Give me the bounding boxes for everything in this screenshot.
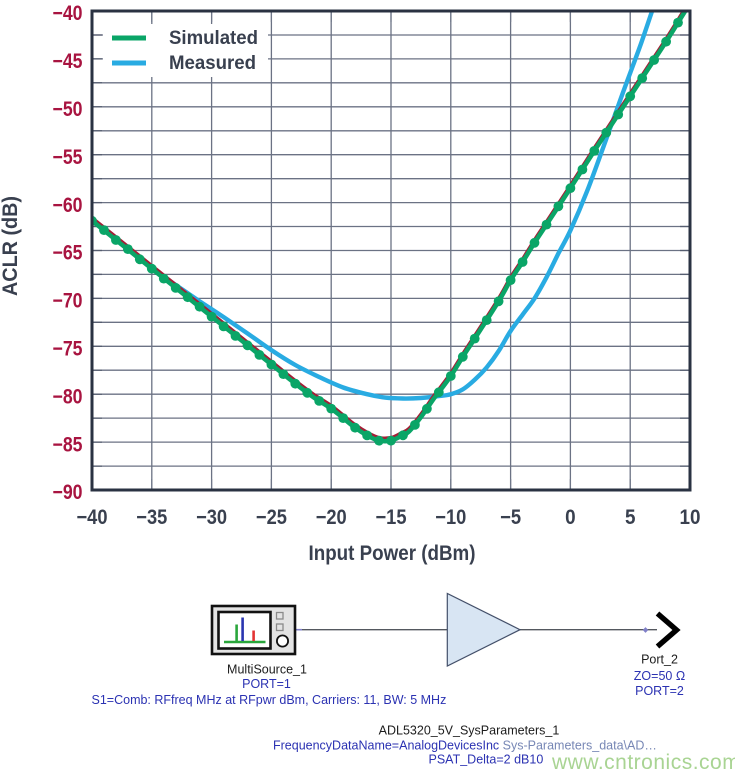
- svg-text:−25: −25: [256, 506, 287, 529]
- svg-text:−70: −70: [53, 290, 83, 313]
- svg-text:−20: −20: [316, 506, 347, 529]
- svg-text:FrequencyDataName=AnalogDevice: FrequencyDataName=AnalogDevicesInc Sys-P…: [273, 739, 657, 753]
- svg-text:PORT=2: PORT=2: [635, 684, 684, 698]
- svg-text:−55: −55: [53, 146, 83, 169]
- svg-text:−85: −85: [53, 433, 83, 456]
- svg-text:−35: −35: [136, 506, 167, 529]
- svg-text:ADL5320_5V_SysParameters_1: ADL5320_5V_SysParameters_1: [379, 724, 560, 738]
- svg-text:www.cntronics.com: www.cntronics.com: [551, 751, 735, 774]
- svg-text:Measured: Measured: [169, 53, 256, 74]
- svg-text:0: 0: [565, 506, 576, 529]
- svg-text:−50: −50: [53, 98, 83, 121]
- svg-text:10: 10: [680, 506, 701, 529]
- svg-text:−60: −60: [53, 194, 83, 217]
- svg-text:S1=Comb: RFfreq MHz at RFpwr d: S1=Comb: RFfreq MHz at RFpwr dBm, Carrie…: [92, 693, 447, 707]
- svg-text:−65: −65: [53, 242, 83, 265]
- svg-text:−45: −45: [53, 50, 83, 73]
- svg-text:5: 5: [625, 506, 636, 529]
- svg-text:−40: −40: [53, 2, 83, 25]
- svg-text:−90: −90: [53, 481, 83, 504]
- svg-text:MultiSource_1: MultiSource_1: [227, 663, 307, 677]
- svg-text:−75: −75: [53, 338, 83, 361]
- svg-text:−80: −80: [53, 385, 83, 408]
- svg-text:−5: −5: [500, 506, 521, 529]
- svg-text:Simulated: Simulated: [169, 28, 258, 49]
- svg-text:PORT=1: PORT=1: [242, 677, 291, 691]
- svg-text:−30: −30: [196, 506, 227, 529]
- svg-text:ZO=50 Ω: ZO=50 Ω: [634, 669, 685, 683]
- svg-text:Input Power (dBm): Input Power (dBm): [309, 542, 476, 565]
- svg-text:PSAT_Delta=2 dB10: PSAT_Delta=2 dB10: [429, 753, 544, 767]
- svg-text:−10: −10: [435, 506, 466, 529]
- svg-text:−15: −15: [376, 506, 407, 529]
- svg-text:−40: −40: [77, 506, 108, 529]
- svg-text:Port_2: Port_2: [641, 653, 678, 667]
- svg-text:ACLR (dB): ACLR (dB): [0, 196, 22, 296]
